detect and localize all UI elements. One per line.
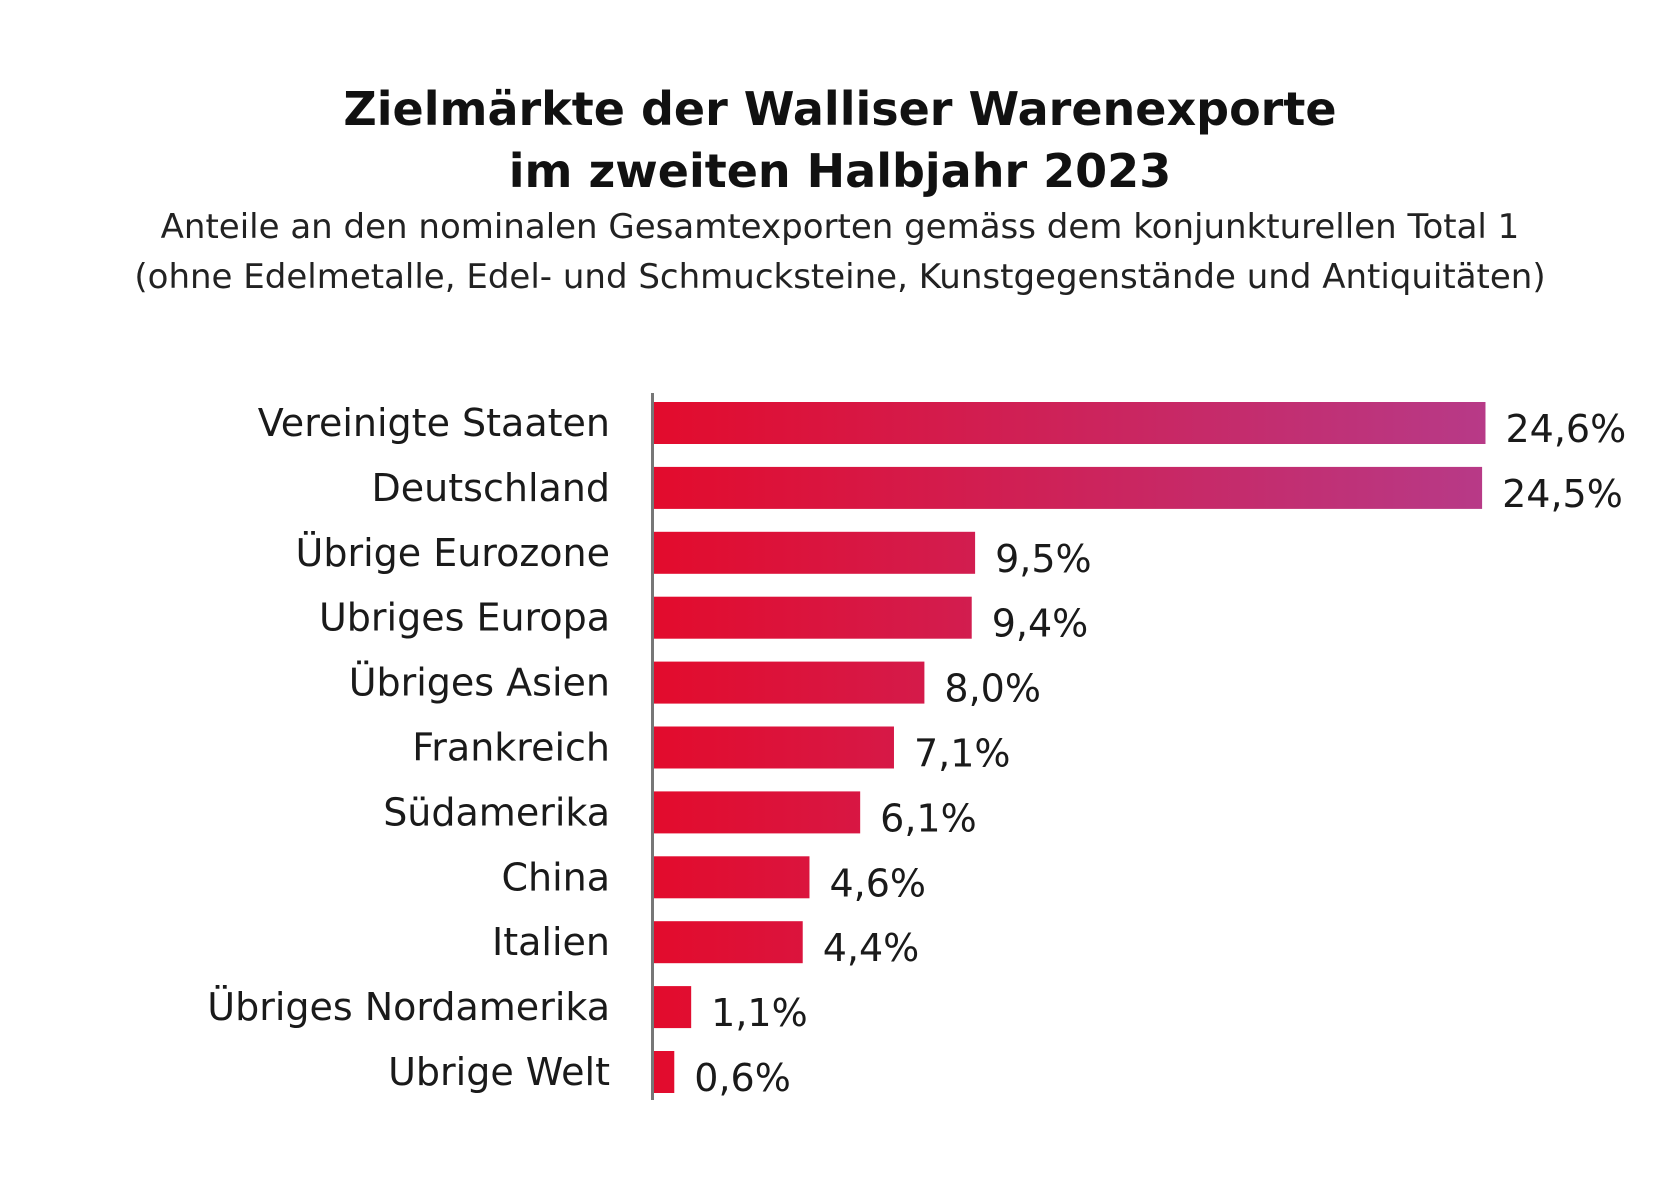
bar xyxy=(654,466,1483,509)
chart-title-line-2: im zweiten Halbjahr 2023 xyxy=(508,144,1172,198)
bar xyxy=(654,791,861,834)
value-label: 1,1% xyxy=(711,991,808,1035)
bar xyxy=(654,921,803,964)
category-label: Frankreich xyxy=(412,726,610,770)
value-label: 9,4% xyxy=(992,602,1089,646)
value-label: 0,6% xyxy=(694,1056,791,1100)
value-label: 4,4% xyxy=(823,926,920,970)
bars-group: Vereinigte Staaten 24,6% Deutschland 24,5% Ü… xyxy=(207,401,1626,1100)
chart-title: Zielmärkte der Walliser Warenexporte im … xyxy=(0,78,1680,202)
category-label: Ubriges Europa xyxy=(319,596,610,640)
category-label: Vereinigte Staaten xyxy=(258,401,610,445)
bar xyxy=(654,661,925,704)
category-label: Italien xyxy=(492,920,610,964)
bar xyxy=(654,531,976,574)
category-label: China xyxy=(501,855,610,899)
bar xyxy=(654,986,692,1029)
bar xyxy=(654,596,972,639)
value-label: 6,1% xyxy=(880,796,977,840)
bar xyxy=(654,856,810,899)
chart-subtitle: Anteile an den nominalen Gesamtexporten … xyxy=(0,202,1680,302)
bar xyxy=(654,1051,675,1093)
category-label: Ubrige Welt xyxy=(388,1050,610,1094)
value-label: 9,5% xyxy=(995,537,1092,581)
value-label: 8,0% xyxy=(944,667,1041,711)
category-label: Deutschland xyxy=(372,466,610,510)
category-label: Südamerika xyxy=(383,790,610,834)
bar xyxy=(654,402,1486,444)
bar xyxy=(654,726,894,769)
value-label: 24,5% xyxy=(1502,472,1623,516)
value-label: 4,6% xyxy=(829,861,926,905)
value-label: 24,6% xyxy=(1505,407,1626,451)
category-label: Übriges Asien xyxy=(349,661,610,705)
category-label: Übriges Nordamerika xyxy=(207,985,610,1029)
chart-subtitle-line-1: Anteile an den nominalen Gesamtexporten … xyxy=(160,207,1520,247)
category-label: Übrige Eurozone xyxy=(296,531,610,575)
chart-title-line-1: Zielmärkte der Walliser Warenexporte xyxy=(343,82,1337,136)
value-label: 7,1% xyxy=(914,732,1011,776)
chart-subtitle-line-2: (ohne Edelmetalle, Edel- und Schmuckstei… xyxy=(134,257,1546,297)
